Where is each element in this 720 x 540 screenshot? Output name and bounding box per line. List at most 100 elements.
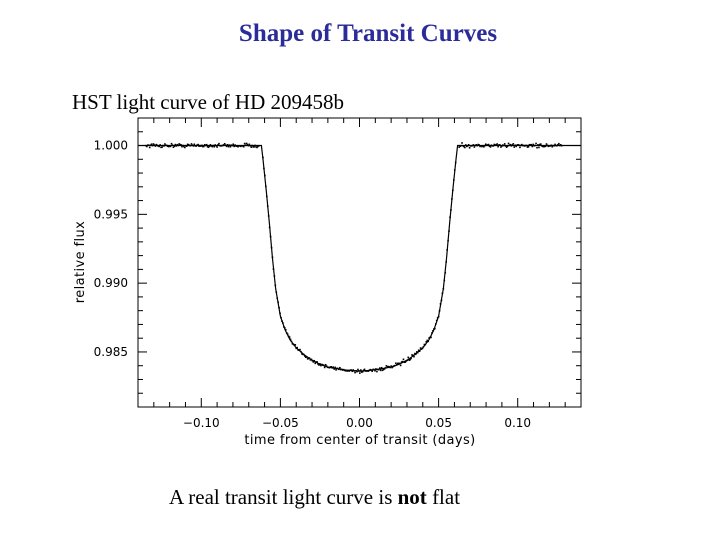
- data-point: [391, 366, 393, 369]
- data-point: [512, 143, 515, 145]
- data-point: [532, 143, 535, 146]
- data-point: [167, 145, 170, 148]
- data-point: [314, 362, 316, 365]
- data-point: [545, 143, 548, 145]
- data-point: [334, 366, 336, 369]
- data-point: [193, 143, 196, 146]
- data-point: [284, 329, 287, 331]
- data-point: [531, 145, 534, 148]
- data-point: [380, 366, 383, 369]
- data-point: [488, 145, 491, 148]
- axis-ticks: [138, 118, 581, 407]
- data-point: [461, 142, 463, 144]
- data-point: [229, 145, 232, 148]
- data-point: [237, 145, 239, 148]
- data-point: [542, 145, 545, 148]
- data-point: [333, 368, 335, 370]
- data-point: [472, 144, 475, 146]
- data-point: [463, 145, 465, 148]
- data-point: [464, 146, 466, 149]
- data-point: [146, 145, 148, 148]
- data-point: [316, 361, 318, 363]
- y-axis-label: relative flux: [73, 221, 88, 304]
- data-point: [379, 369, 382, 372]
- data-point: [161, 146, 163, 148]
- data-point: [245, 142, 248, 145]
- data-point: [475, 144, 478, 146]
- data-point: [509, 143, 512, 146]
- data-point: [294, 344, 297, 346]
- data-point: [216, 146, 218, 148]
- data-point: [410, 357, 412, 360]
- data-point: [400, 361, 403, 363]
- data-point: [166, 145, 169, 148]
- data-point: [530, 143, 533, 146]
- data-point: [382, 368, 385, 371]
- x-tick-label: −0.10: [183, 416, 220, 430]
- data-point: [367, 370, 370, 372]
- data-point: [376, 370, 378, 373]
- x-axis-label: time from center of transit (days): [244, 433, 475, 448]
- data-point: [413, 355, 415, 358]
- data-point: [223, 142, 226, 145]
- data-point: [390, 365, 392, 367]
- data-point: [535, 142, 537, 145]
- data-point: [369, 368, 372, 371]
- data-point: [323, 366, 326, 369]
- x-tick-label: 0.05: [425, 416, 452, 430]
- data-point: [255, 146, 257, 148]
- data-point: [222, 144, 225, 146]
- data-point: [248, 143, 251, 146]
- slide-caption: A real transit light curve is not flat: [169, 485, 460, 510]
- data-point: [205, 143, 208, 146]
- data-point: [359, 372, 361, 374]
- data-point: [332, 366, 335, 368]
- data-point: [218, 142, 220, 145]
- data-point: [412, 354, 414, 357]
- data-point: [209, 144, 212, 146]
- data-point: [309, 359, 312, 361]
- data-point: [375, 368, 377, 370]
- data-point: [487, 143, 490, 146]
- data-point: [150, 143, 153, 145]
- data-point: [176, 143, 179, 146]
- data-point: [426, 339, 429, 342]
- data-point: [354, 371, 356, 374]
- data-point: [544, 145, 547, 148]
- data-point: [541, 145, 544, 148]
- data-point: [484, 143, 487, 146]
- data-point: [402, 358, 405, 361]
- data-point: [250, 146, 253, 148]
- data-point: [361, 370, 364, 373]
- y-tick-label: 1.000: [94, 139, 128, 153]
- data-point: [198, 145, 200, 147]
- data-point: [517, 143, 519, 146]
- data-point: [496, 143, 498, 145]
- data-point: [148, 146, 151, 149]
- data-point: [557, 143, 559, 146]
- data-point: [324, 363, 327, 366]
- data-point: [483, 145, 485, 148]
- data-point: [372, 368, 374, 371]
- data-point: [414, 352, 416, 355]
- plot-frame: [137, 117, 582, 408]
- data-point: [226, 143, 229, 146]
- data-point: [559, 144, 562, 146]
- data-point: [381, 369, 384, 372]
- data-point: [396, 362, 399, 365]
- data-point: [288, 336, 291, 338]
- data-point: [169, 145, 172, 148]
- data-point: [174, 143, 177, 146]
- data-point: [330, 366, 333, 368]
- data-point: [404, 361, 407, 363]
- data-point: [180, 144, 182, 146]
- data-point: [505, 146, 508, 149]
- data-point: [554, 143, 556, 146]
- data-point: [304, 356, 307, 358]
- data-point: [152, 143, 155, 145]
- data-point: [489, 146, 492, 148]
- caption-text-start: A real transit light curve is: [169, 485, 398, 509]
- data-point: [253, 146, 255, 148]
- data-point: [320, 364, 322, 367]
- data-point: [303, 355, 306, 357]
